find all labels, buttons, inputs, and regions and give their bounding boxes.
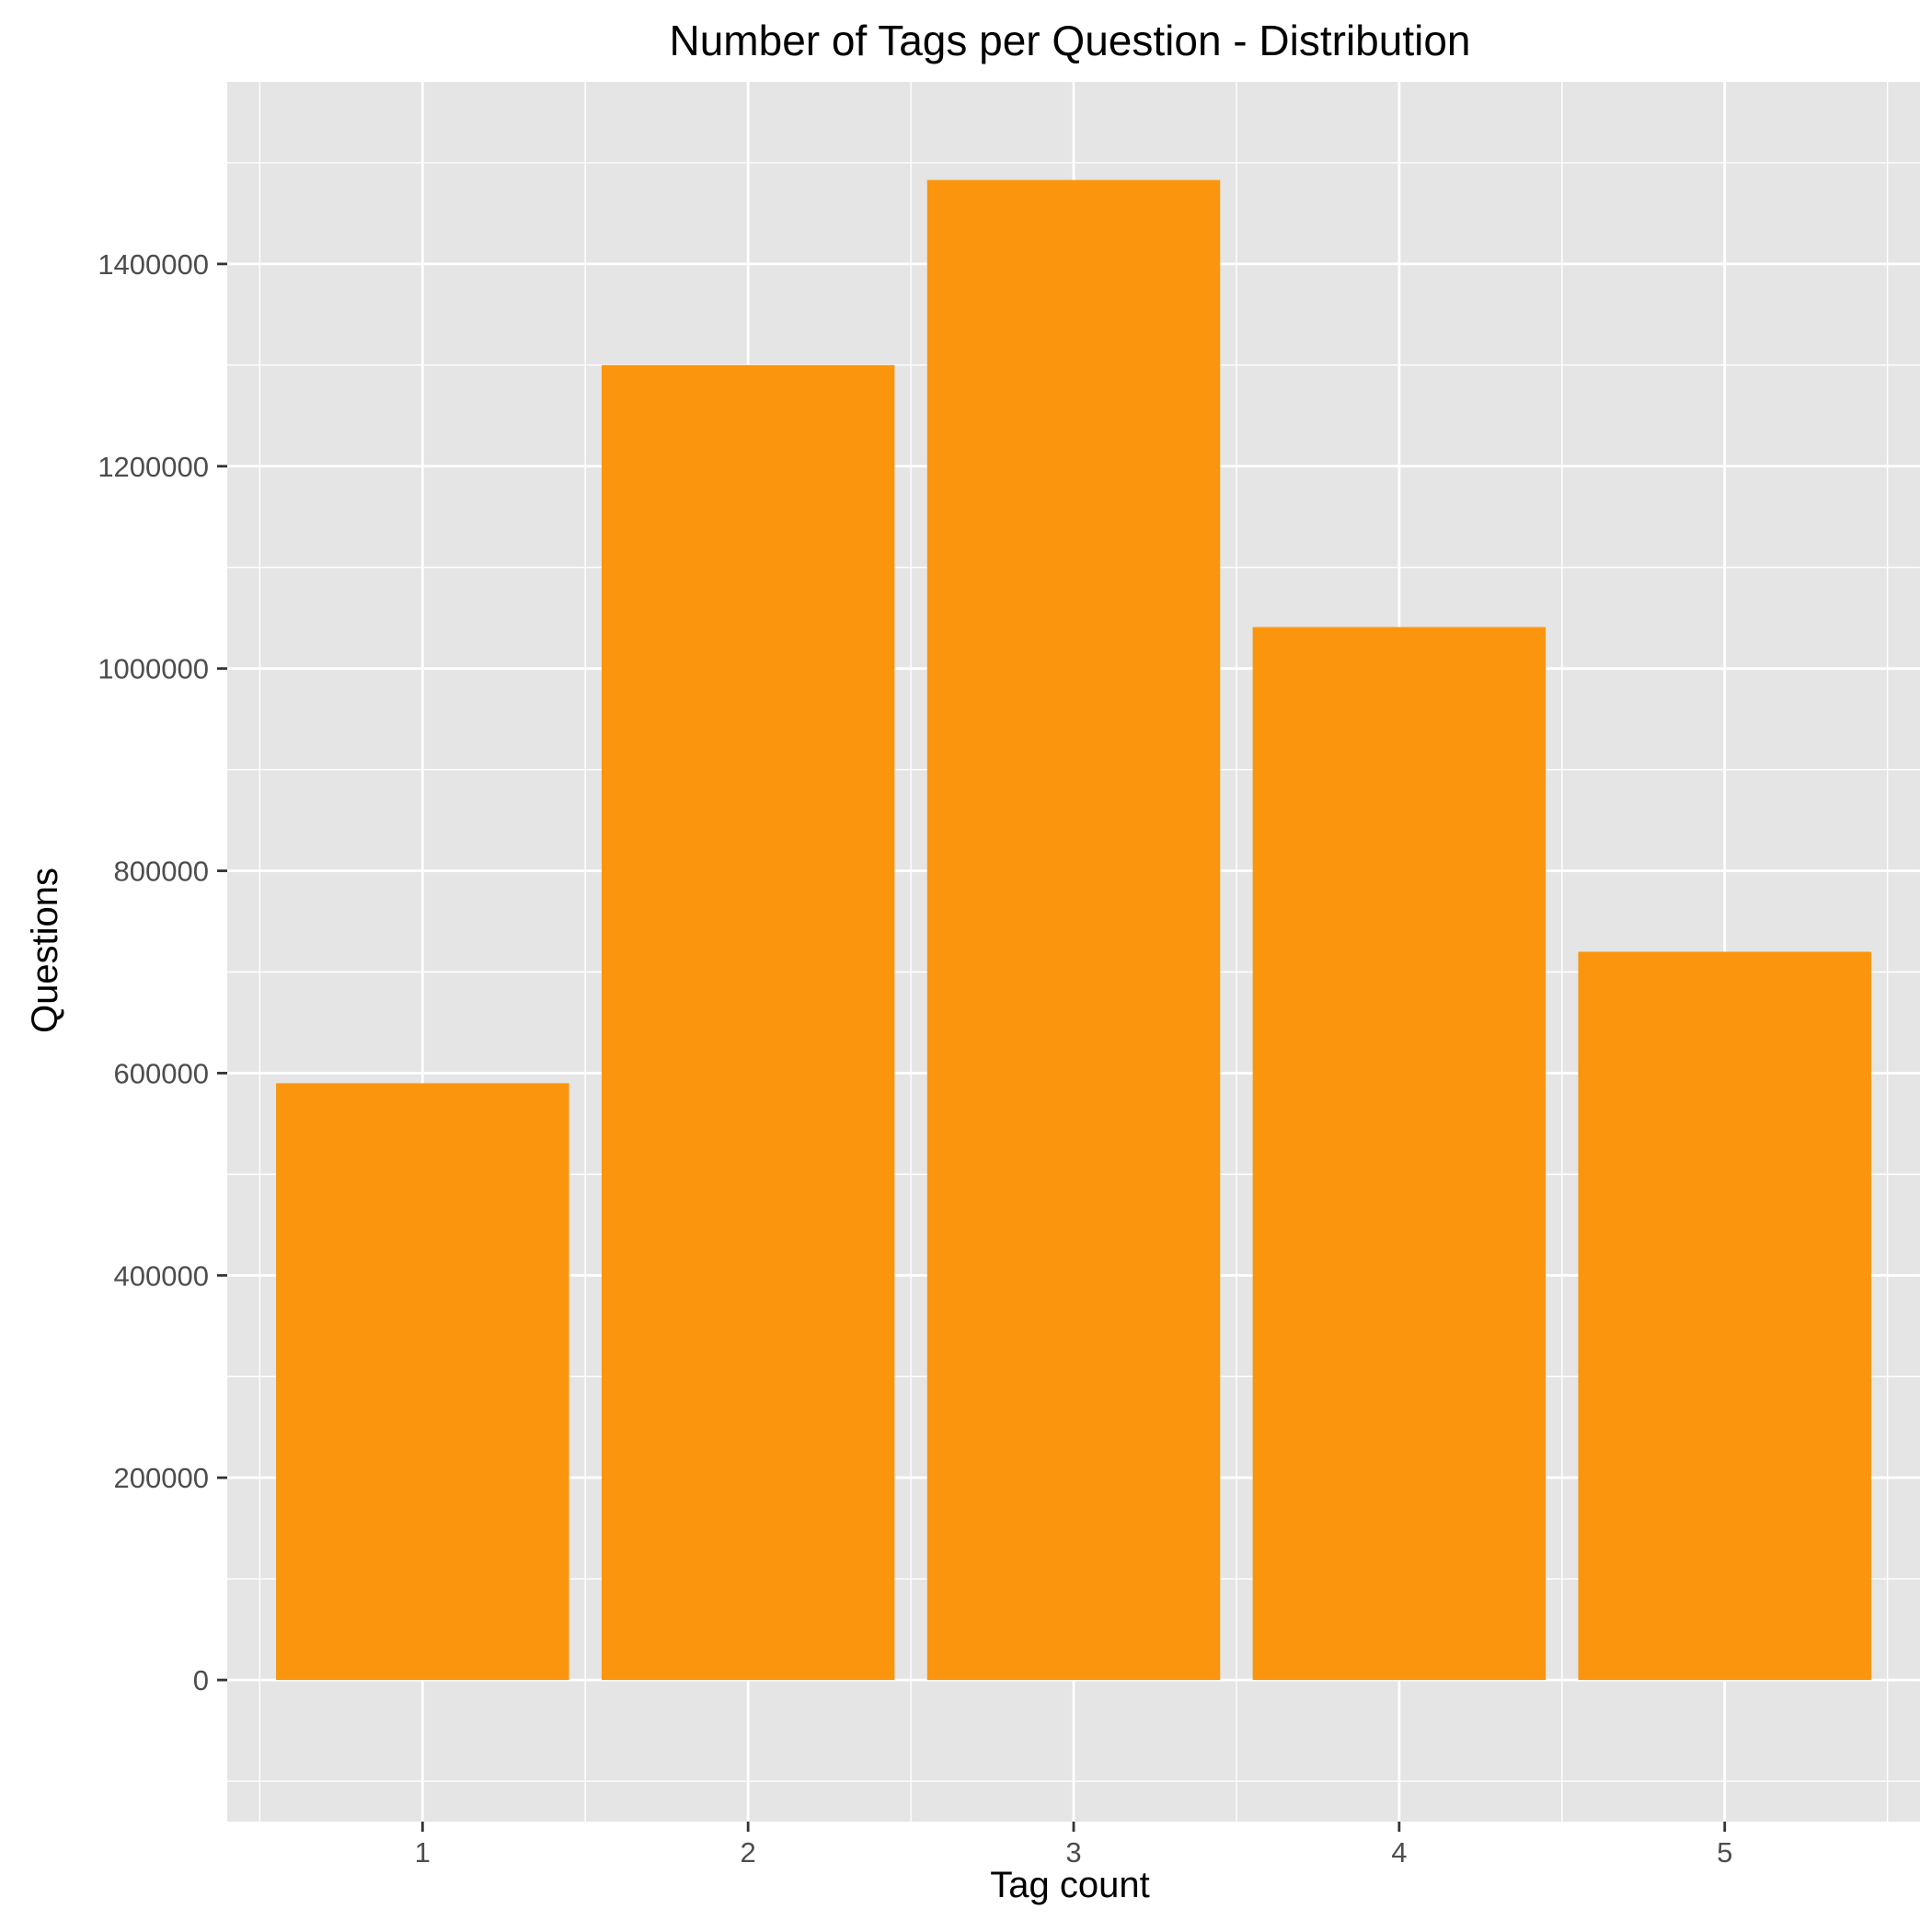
chart-title: Number of Tags per Question - Distributi… <box>670 17 1471 64</box>
y-tick-label: 200000 <box>114 1462 209 1494</box>
bar-4 <box>1252 627 1547 1681</box>
x-axis-ticks: 1 2 3 4 5 <box>415 1822 1732 1869</box>
x-tick-label: 1 <box>415 1836 431 1869</box>
y-tick-label: 1200000 <box>98 451 209 483</box>
y-tick-label: 400000 <box>114 1259 209 1292</box>
y-tick-label: 800000 <box>114 856 209 888</box>
x-tick-label: 5 <box>1717 1836 1732 1869</box>
bar-2 <box>601 364 895 1681</box>
y-axis-ticks: 0 200000 400000 600000 800000 1000000 1200000 1… <box>98 248 227 1696</box>
x-tick-label: 3 <box>1065 1836 1081 1869</box>
y-tick-label: 1400000 <box>98 248 209 281</box>
x-tick-label: 2 <box>741 1836 756 1869</box>
y-axis-title: Questions <box>25 868 65 1033</box>
bar-1 <box>276 1083 569 1681</box>
bars <box>276 179 1871 1681</box>
y-tick-label: 1000000 <box>98 653 209 685</box>
y-tick-label: 0 <box>193 1664 209 1696</box>
x-axis-title: Tag count <box>990 1865 1149 1905</box>
x-tick-label: 4 <box>1391 1836 1407 1869</box>
bar-5 <box>1578 951 1871 1681</box>
bar-3 <box>926 179 1221 1681</box>
y-tick-label: 600000 <box>114 1057 209 1089</box>
